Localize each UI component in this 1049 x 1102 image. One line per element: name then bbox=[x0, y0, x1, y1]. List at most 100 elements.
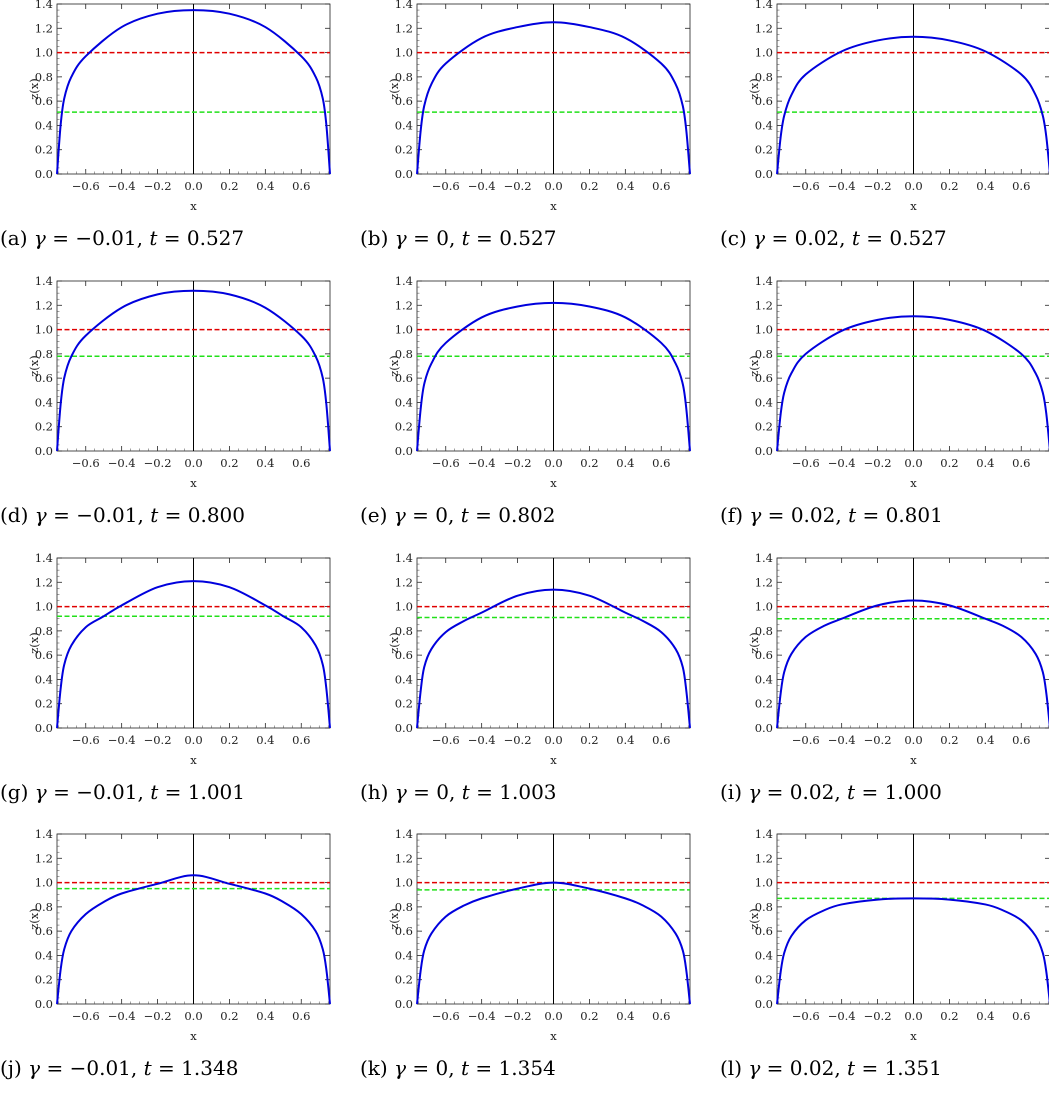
caption-tag: (a) bbox=[0, 226, 34, 250]
y-tick-label: 1.4 bbox=[35, 551, 53, 565]
y-axis-label: z(x) bbox=[27, 908, 41, 930]
caption-eq: = bbox=[405, 503, 436, 527]
panel-caption: (a) γ = −0.01, t = 0.527 bbox=[0, 226, 300, 260]
y-axis-label: z(x) bbox=[747, 78, 761, 100]
x-tick-label: −0.6 bbox=[792, 456, 820, 470]
y-tick-label: 0.0 bbox=[755, 997, 773, 1011]
y-tick-label: 0.2 bbox=[35, 420, 53, 434]
caption-eq: = bbox=[406, 226, 437, 250]
chart-svg: 0.0 0.2 0.4 0.6 0.8 1.0 1.2 1.4 −0.6 −0.4 −0.2 0.0 0… bbox=[747, 827, 1049, 1043]
y-tick-label: 1.0 bbox=[755, 876, 773, 890]
profile-curve bbox=[416, 881, 691, 1005]
panel-caption: (i) γ = 0.02, t = 1.000 bbox=[720, 780, 1020, 814]
y-tick-label: 1.2 bbox=[395, 298, 413, 312]
profile-curve bbox=[776, 599, 1049, 729]
y-tick-label: 0.4 bbox=[35, 395, 53, 409]
y-tick-label: 0.6 bbox=[35, 94, 53, 108]
x-tick-label: 0.6 bbox=[652, 733, 670, 747]
y-tick-label: 1.0 bbox=[395, 46, 413, 60]
t-symbol: t bbox=[847, 1056, 856, 1080]
y-tick-label: 0.8 bbox=[35, 347, 53, 361]
t-symbol: t bbox=[150, 503, 159, 527]
x-tick-label: −0.6 bbox=[792, 1009, 820, 1023]
caption-eq: = bbox=[406, 780, 437, 804]
gamma-symbol: γ bbox=[749, 503, 762, 527]
caption-eq: = bbox=[157, 226, 187, 250]
x-tick-label: 0.2 bbox=[580, 1009, 598, 1023]
t-value: 0.801 bbox=[885, 503, 943, 527]
y-tick-label: 0.2 bbox=[755, 697, 773, 711]
x-tick-label: −0.4 bbox=[468, 1009, 496, 1023]
y-axis-label: z(x) bbox=[387, 908, 401, 930]
y-tick-label: 0.6 bbox=[395, 648, 413, 662]
t-symbol: t bbox=[460, 503, 469, 527]
chart-svg: 0.0 0.2 0.4 0.6 0.8 1.0 1.2 1.4 −0.6 −0.4 −0.2 0.0 0… bbox=[387, 0, 691, 213]
caption-sep: , bbox=[834, 780, 848, 804]
caption-sep: , bbox=[834, 1056, 848, 1080]
y-tick-label: 0.8 bbox=[755, 900, 773, 914]
x-tick-label: 0.0 bbox=[544, 733, 562, 747]
x-tick-label: −0.2 bbox=[504, 179, 532, 193]
gamma-symbol: γ bbox=[748, 780, 761, 804]
panel-caption: (h) γ = 0, t = 1.003 bbox=[360, 780, 660, 814]
y-tick-label: 0.2 bbox=[35, 697, 53, 711]
x-tick-label: 0.6 bbox=[1012, 179, 1030, 193]
caption-eq: = bbox=[760, 780, 790, 804]
x-tick-label: 0.4 bbox=[616, 1009, 634, 1023]
x-tick-label: 0.6 bbox=[1012, 456, 1030, 470]
caption-tag: (h) bbox=[360, 780, 395, 804]
y-tick-label: 1.2 bbox=[35, 575, 53, 589]
t-symbol: t bbox=[851, 226, 860, 250]
y-tick-label: 0.0 bbox=[35, 167, 53, 181]
t-value: 0.802 bbox=[498, 503, 556, 527]
y-tick-label: 0.2 bbox=[395, 420, 413, 434]
y-tick-label: 0.8 bbox=[35, 900, 53, 914]
y-tick-label: 0.0 bbox=[35, 721, 53, 735]
y-tick-label: 1.4 bbox=[395, 551, 413, 565]
gamma-value: 0 bbox=[436, 226, 449, 250]
chart-panel: 0.0 0.2 0.4 0.6 0.8 1.0 1.2 1.4 −0.6 −0.4 −0.2 0.0 0… bbox=[0, 274, 349, 549]
t-value: 1.351 bbox=[884, 1056, 942, 1080]
y-axis-label: z(x) bbox=[27, 355, 41, 377]
chart-panel: 0.0 0.2 0.4 0.6 0.8 1.0 1.2 1.4 −0.6 −0.4 −0.2 0.0 0… bbox=[360, 274, 709, 549]
chart-panel: 0.0 0.2 0.4 0.6 0.8 1.0 1.2 1.4 −0.6 −0.4 −0.2 0.0 0… bbox=[360, 551, 709, 826]
y-tick-label: 0.8 bbox=[395, 347, 413, 361]
y-tick-label: 0.8 bbox=[755, 624, 773, 638]
x-tick-label: 0.2 bbox=[940, 456, 958, 470]
y-tick-label: 1.0 bbox=[395, 323, 413, 337]
x-tick-label: −0.6 bbox=[72, 179, 100, 193]
y-tick-label: 1.4 bbox=[35, 0, 53, 11]
chart-panel: 0.0 0.2 0.4 0.6 0.8 1.0 1.2 1.4 −0.6 −0.4 −0.2 0.0 0… bbox=[720, 827, 1049, 1102]
y-tick-label: 0.2 bbox=[755, 973, 773, 987]
x-tick-label: 0.4 bbox=[976, 1009, 994, 1023]
t-value: 1.354 bbox=[498, 1056, 556, 1080]
panel-caption: (l) γ = 0.02, t = 1.351 bbox=[720, 1056, 1020, 1090]
caption-eq: = bbox=[158, 780, 188, 804]
y-tick-label: 1.4 bbox=[395, 827, 413, 841]
y-tick-label: 0.4 bbox=[755, 118, 773, 132]
gamma-value: 0.02 bbox=[794, 226, 840, 250]
x-tick-label: −0.2 bbox=[504, 1009, 532, 1023]
profile-curve bbox=[56, 289, 331, 452]
caption-tag: (f) bbox=[720, 503, 750, 527]
caption-eq: = bbox=[469, 226, 500, 250]
y-tick-label: 1.2 bbox=[395, 21, 413, 35]
x-tick-label: 0.6 bbox=[1012, 733, 1030, 747]
profile-curve bbox=[416, 588, 691, 729]
x-tick-label: 0.2 bbox=[220, 1009, 238, 1023]
x-tick-label: 0.4 bbox=[256, 733, 274, 747]
y-tick-label: 1.0 bbox=[755, 46, 773, 60]
chart-svg: 0.0 0.2 0.4 0.6 0.8 1.0 1.2 1.4 −0.6 −0.4 −0.2 0.0 0… bbox=[27, 551, 331, 767]
x-tick-label: 0.0 bbox=[184, 733, 202, 747]
x-axis-label: x bbox=[550, 753, 557, 767]
t-value: 1.000 bbox=[884, 780, 942, 804]
x-tick-label: −0.2 bbox=[504, 733, 532, 747]
y-tick-label: 0.0 bbox=[395, 444, 413, 458]
panel-caption: (e) γ = 0, t = 0.802 bbox=[360, 503, 660, 537]
y-tick-label: 1.2 bbox=[755, 575, 773, 589]
y-tick-label: 1.4 bbox=[35, 274, 53, 288]
caption-sep: , bbox=[137, 503, 151, 527]
y-tick-label: 0.6 bbox=[755, 648, 773, 662]
gamma-value: 0 bbox=[435, 503, 448, 527]
chart-svg: 0.0 0.2 0.4 0.6 0.8 1.0 1.2 1.4 −0.6 −0.4 −0.2 0.0 0… bbox=[387, 827, 691, 1043]
